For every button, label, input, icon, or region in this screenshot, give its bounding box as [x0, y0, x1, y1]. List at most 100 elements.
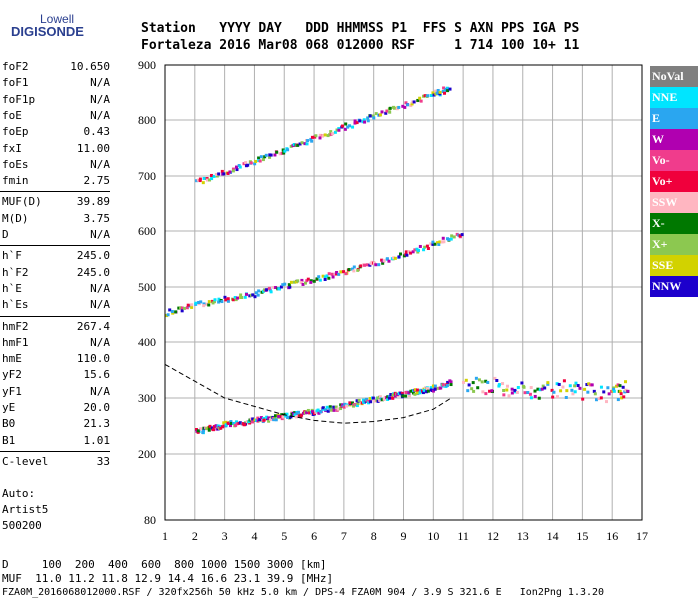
trace-point — [363, 399, 367, 403]
param-value: N/A — [90, 298, 110, 312]
trace-point — [429, 242, 433, 246]
trace-point — [300, 141, 304, 145]
trace-point — [257, 289, 261, 293]
trace-point — [409, 251, 413, 255]
trace-point — [376, 396, 380, 400]
trace-point — [262, 288, 266, 292]
trace-point — [413, 392, 417, 396]
trace-point — [261, 158, 265, 162]
trace-point — [257, 156, 261, 160]
param-value: 20.0 — [83, 401, 111, 414]
trace-point — [344, 122, 348, 126]
trace-point — [374, 263, 378, 267]
trace-point — [365, 397, 369, 401]
param-key: B0 — [2, 417, 16, 431]
trace-point — [272, 418, 276, 422]
trace-point — [378, 113, 382, 117]
param-key: h`F2 — [2, 265, 29, 279]
param-key: hmF2 — [2, 319, 29, 333]
trace-point — [205, 302, 209, 306]
trace-point — [337, 127, 341, 131]
trace-point — [247, 420, 251, 424]
trace-point — [211, 299, 215, 303]
trace-point — [272, 286, 276, 290]
trace-point — [185, 306, 189, 310]
trace-point — [571, 392, 575, 396]
trace-point — [626, 389, 630, 393]
trace-point — [458, 234, 462, 238]
trace-point — [226, 171, 230, 175]
trace-point — [290, 412, 294, 416]
trace-point — [194, 301, 198, 305]
param-key: h`Es — [2, 298, 29, 312]
trace-point — [368, 114, 372, 118]
trace-point — [202, 428, 206, 432]
trace-point — [321, 407, 325, 411]
header-line-1: Station YYYY DAY DDD HHMMSS P1 FFS S AXN… — [141, 21, 580, 36]
trace-point — [202, 304, 206, 308]
trace-point — [348, 124, 352, 128]
trace-point — [619, 392, 623, 396]
trace-point — [201, 430, 205, 434]
trace-point — [380, 398, 384, 402]
trace-point — [236, 296, 240, 300]
trace-point — [198, 179, 202, 183]
trace-point — [353, 119, 357, 123]
trace-point — [426, 246, 430, 250]
trace-point — [295, 415, 299, 419]
trace-point — [622, 395, 626, 399]
trace-point — [267, 416, 271, 420]
trace-point — [466, 389, 470, 393]
trace-point — [245, 292, 249, 296]
trace-point — [339, 407, 343, 411]
trace-point — [281, 283, 285, 287]
param-value: 11.00 — [76, 141, 110, 155]
param-row: hmE 110.0 — [2, 351, 110, 367]
trace-point — [253, 162, 257, 166]
param-row: C-level 33 — [2, 454, 110, 470]
trace-point — [522, 385, 526, 389]
trace-point — [418, 244, 422, 248]
param-row: foE N/A — [2, 108, 110, 124]
trace-point — [300, 278, 304, 282]
param-value: 267.4 — [76, 319, 110, 333]
trace-point — [426, 389, 430, 393]
trace-point — [283, 412, 287, 416]
trace-point — [488, 389, 492, 393]
trace-point — [616, 383, 620, 387]
trace-point — [219, 424, 223, 428]
param-key: foF1p — [2, 92, 36, 106]
trace-point — [223, 295, 227, 299]
trace-point — [418, 96, 422, 100]
trace-point — [363, 263, 367, 267]
param-key: D — [2, 228, 9, 241]
trace-point — [529, 396, 533, 400]
trace-point — [196, 429, 200, 433]
trace-point — [388, 110, 392, 114]
trace-point — [538, 388, 542, 392]
x-tick-label: 15 — [576, 529, 588, 543]
trace-point — [202, 176, 206, 180]
param-row: h`Es N/A — [2, 297, 110, 313]
trace-point — [422, 94, 426, 98]
grid-lines — [164, 64, 643, 521]
param-value: 10.650 — [70, 60, 110, 73]
trace-point — [198, 177, 202, 181]
trace-point — [403, 105, 407, 109]
trace-point — [393, 394, 397, 398]
trace-point — [378, 398, 382, 402]
trace-point — [418, 391, 422, 395]
trace-point — [214, 172, 218, 176]
trace-point — [602, 390, 606, 394]
trace-point — [318, 136, 322, 140]
trace-point — [330, 272, 334, 276]
trace-point — [434, 89, 438, 93]
trace-point — [486, 380, 490, 384]
trace-point — [371, 114, 375, 118]
trace-point — [214, 424, 218, 428]
legend-item-nne: NNE — [650, 87, 698, 108]
trace-point — [419, 99, 423, 103]
trace-point — [477, 378, 481, 382]
trace-point — [228, 170, 232, 174]
trace-point — [515, 390, 519, 394]
